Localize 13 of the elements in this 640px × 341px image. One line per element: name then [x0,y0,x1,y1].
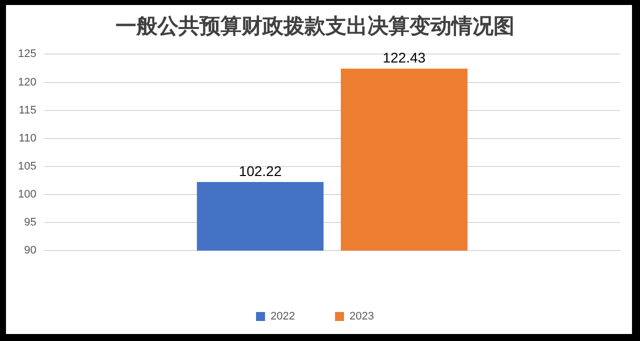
y-tick-label: 90 [24,244,36,257]
y-tick-label: 115 [18,104,36,116]
legend-label: 2023 [350,310,374,323]
y-tick-label: 95 [24,216,36,229]
y-tick-label: 105 [18,160,36,172]
y-tick-label: 120 [18,76,36,88]
chart-title: 一般公共预算财政拨款支出决算变动情况图 [116,14,514,38]
y-tick-label: 125 [18,48,36,60]
data-label: 122.43 [382,49,426,66]
legend-label: 2022 [270,310,296,323]
data-label: 102.22 [238,162,282,179]
y-tick-label: 100 [18,188,36,201]
y-tick-label: 110 [18,132,36,144]
